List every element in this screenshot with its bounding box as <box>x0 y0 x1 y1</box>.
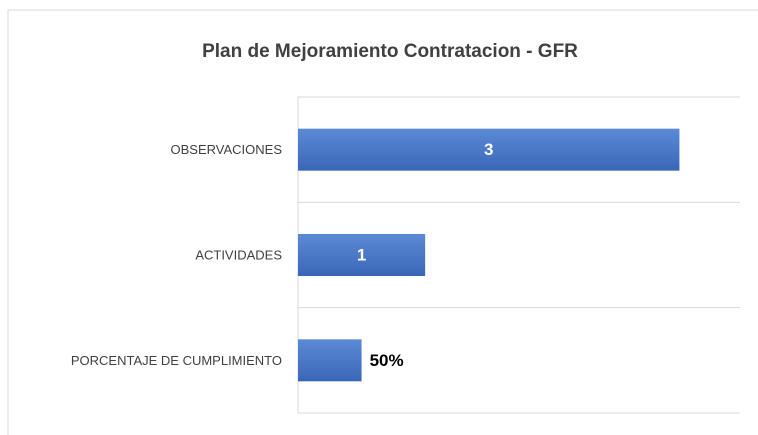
data-label: 50% <box>370 351 404 370</box>
bar <box>298 234 426 276</box>
data-label: 1 <box>357 245 366 264</box>
y-tick-label: OBSERVACIONES <box>171 142 283 157</box>
chart-title: Plan de Mejoramiento Contratacion - GFR <box>202 41 578 62</box>
bar <box>298 339 362 382</box>
bar <box>298 128 680 171</box>
y-tick-label: PORCENTAJE DE CUMPLIMIENTO <box>71 353 282 368</box>
data-label: 3 <box>484 140 493 159</box>
y-tick-label: ACTIVIDADES <box>195 247 282 262</box>
